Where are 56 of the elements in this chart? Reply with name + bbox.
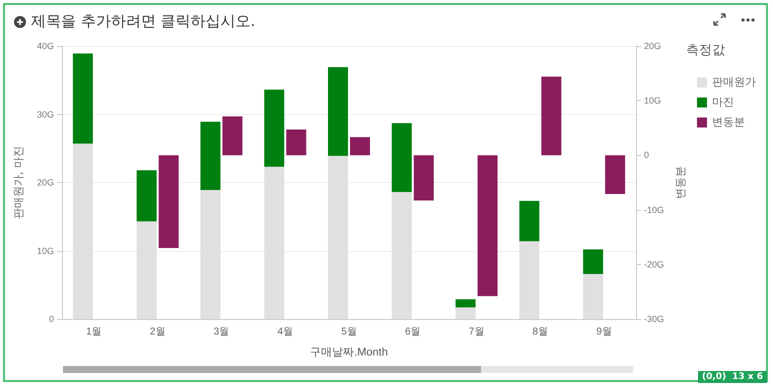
bar bbox=[136, 170, 157, 222]
legend-label: 마진 bbox=[712, 96, 734, 108]
text: (0,0) bbox=[702, 372, 726, 382]
legend-label: 변동분 bbox=[712, 116, 745, 128]
x-tick-label: 1월 bbox=[86, 326, 102, 338]
x-tick-label: 3월 bbox=[214, 326, 230, 338]
x-axis-title: 구매날짜.Month bbox=[310, 346, 388, 358]
y-axis-title: 판매원가, 마진 bbox=[12, 146, 25, 219]
y2-tick-label: 10G bbox=[644, 96, 662, 106]
bar bbox=[200, 122, 220, 190]
chart-title: 제목을 추가하려면 클릭하십시오. bbox=[31, 12, 256, 31]
bar bbox=[456, 307, 476, 319]
x-tick-label: 6월 bbox=[404, 326, 421, 338]
bar bbox=[328, 156, 348, 319]
bar bbox=[583, 274, 604, 319]
bar bbox=[519, 200, 540, 242]
y-tick-label: 0 bbox=[48, 314, 54, 324]
y2-tick-label: -20G bbox=[644, 259, 664, 270]
y-tick-label: 20G bbox=[36, 178, 54, 188]
legend-title: 측정값 bbox=[686, 43, 725, 58]
bar bbox=[328, 67, 348, 156]
bar bbox=[519, 241, 540, 319]
x-tick-label: 7월 bbox=[468, 326, 484, 338]
bar bbox=[583, 249, 604, 274]
bar bbox=[414, 155, 434, 201]
x-tick-label: 4월 bbox=[277, 326, 294, 338]
bar bbox=[392, 123, 412, 192]
bar bbox=[158, 155, 179, 248]
bar bbox=[200, 190, 220, 319]
bar bbox=[136, 221, 157, 319]
bar bbox=[72, 144, 93, 319]
text: 13 x 6 bbox=[732, 372, 763, 382]
y2-tick-label: -30G bbox=[644, 314, 664, 324]
y-tick-label: 40G bbox=[36, 41, 54, 51]
x-tick-label: 9월 bbox=[596, 326, 612, 338]
y2-axis-title: 변동분 bbox=[674, 166, 687, 199]
y2-tick-label: -10G bbox=[644, 204, 664, 215]
bar bbox=[264, 90, 284, 167]
bar bbox=[264, 166, 284, 319]
y-tick-label: 30G bbox=[36, 109, 54, 120]
bar bbox=[286, 130, 306, 156]
bar bbox=[72, 54, 93, 144]
bar bbox=[478, 155, 498, 296]
x-tick-label: 5월 bbox=[341, 326, 357, 338]
bar bbox=[605, 155, 626, 194]
bar bbox=[350, 137, 370, 156]
x-tick-label: 8월 bbox=[532, 326, 548, 338]
y2-tick-label: 0 bbox=[644, 150, 650, 160]
x-tick-label: 2월 bbox=[150, 326, 166, 338]
y-tick-label: 10G bbox=[36, 246, 54, 256]
legend-label: 판매원가 bbox=[712, 76, 756, 88]
bar bbox=[392, 192, 412, 319]
bar bbox=[222, 116, 242, 156]
bar bbox=[541, 76, 562, 156]
bar bbox=[456, 299, 476, 308]
y2-tick-label: 20G bbox=[644, 41, 662, 51]
